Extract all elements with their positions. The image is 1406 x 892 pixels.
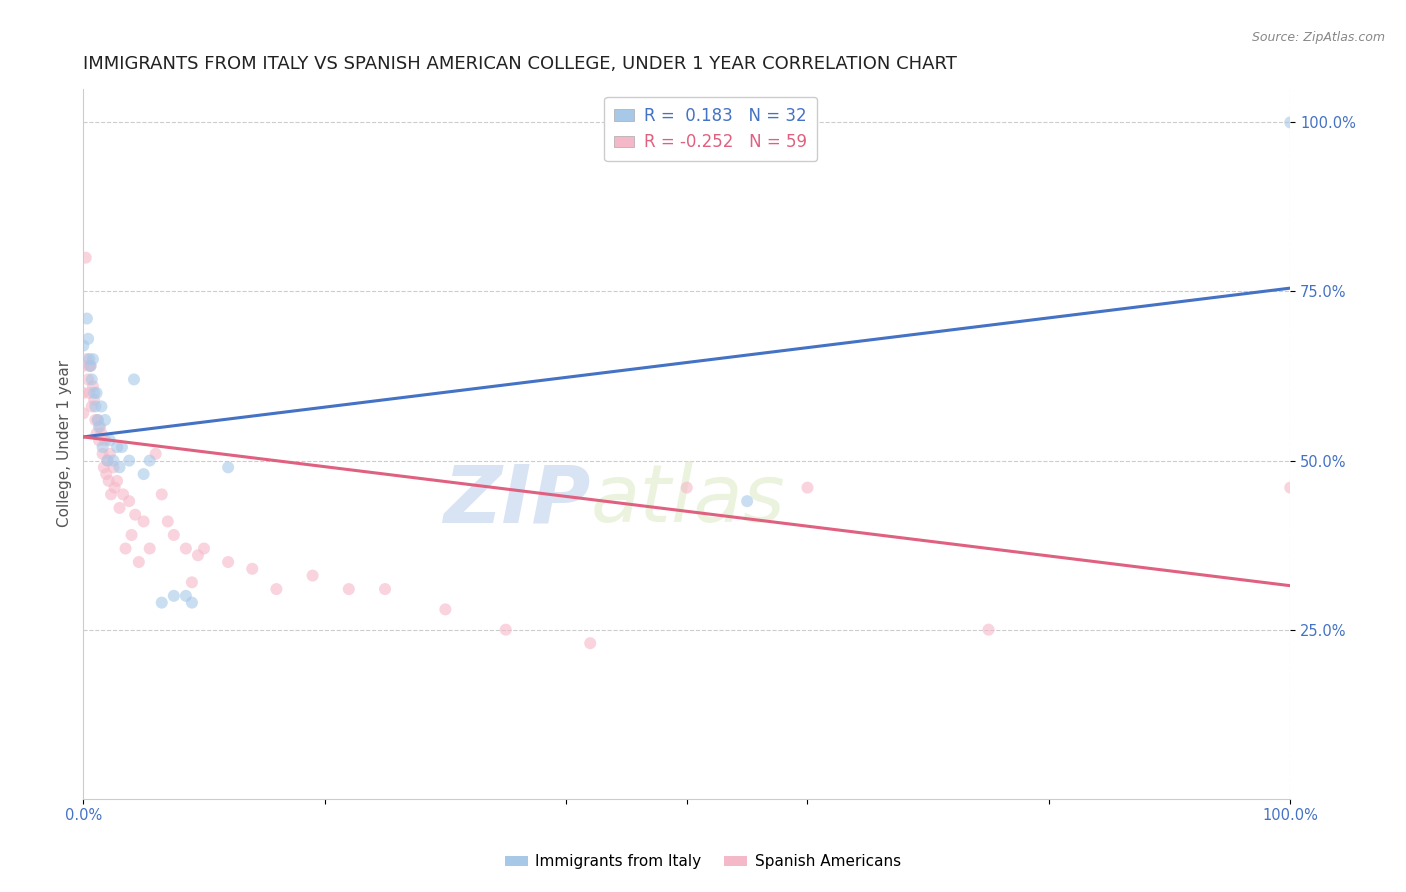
Point: [80, 372, 103, 386]
Point: [103, 460, 125, 475]
Point: [150, 487, 173, 501]
Point: [87, 434, 110, 448]
Point: [91, 440, 114, 454]
Point: [132, 515, 155, 529]
Point: [72, 338, 94, 352]
Point: [111, 440, 134, 454]
Point: [124, 508, 146, 522]
Point: [100, 487, 122, 501]
Point: [132, 467, 155, 482]
Point: [72, 386, 94, 401]
Point: [91, 447, 114, 461]
Point: [84, 400, 107, 414]
Text: atlas: atlas: [591, 461, 785, 540]
Point: [374, 582, 396, 596]
Point: [105, 440, 128, 454]
Point: [187, 548, 209, 562]
Point: [89, 419, 111, 434]
Point: [79, 359, 101, 373]
Point: [193, 541, 215, 556]
Point: [83, 392, 105, 407]
Point: [93, 460, 115, 475]
Point: [145, 447, 167, 461]
Point: [104, 481, 127, 495]
Point: [79, 359, 101, 373]
Point: [337, 582, 360, 596]
Point: [90, 400, 112, 414]
Point: [156, 515, 179, 529]
Point: [675, 481, 697, 495]
Point: [150, 596, 173, 610]
Point: [180, 575, 202, 590]
Point: [79, 359, 101, 373]
Legend: R =  0.183   N = 32, R = -0.252   N = 59: R = 0.183 N = 32, R = -0.252 N = 59: [605, 97, 817, 161]
Point: [217, 555, 239, 569]
Point: [75, 251, 97, 265]
Text: ZIP: ZIP: [443, 461, 591, 540]
Point: [138, 453, 160, 467]
Point: [83, 386, 105, 401]
Point: [114, 541, 136, 556]
Point: [217, 460, 239, 475]
Point: [121, 528, 143, 542]
Point: [77, 332, 100, 346]
Text: Source: ZipAtlas.com: Source: ZipAtlas.com: [1251, 31, 1385, 45]
Point: [138, 541, 160, 556]
Point: [76, 311, 98, 326]
Point: [1279, 481, 1302, 495]
Point: [96, 467, 118, 482]
Point: [77, 372, 100, 386]
Point: [735, 494, 758, 508]
Point: [98, 434, 121, 448]
Point: [86, 426, 108, 441]
Point: [94, 434, 117, 448]
Point: [87, 413, 110, 427]
Point: [87, 413, 110, 427]
Point: [84, 413, 107, 427]
Point: [163, 589, 186, 603]
Point: [105, 474, 128, 488]
Point: [1279, 115, 1302, 129]
Point: [87, 419, 110, 434]
Point: [72, 359, 94, 373]
Point: [180, 596, 202, 610]
Point: [96, 453, 118, 467]
Point: [266, 582, 288, 596]
Point: [977, 623, 1000, 637]
Point: [579, 636, 602, 650]
Point: [174, 589, 197, 603]
Point: [163, 528, 186, 542]
Point: [240, 562, 263, 576]
Point: [96, 453, 118, 467]
Point: [72, 406, 94, 420]
Point: [796, 481, 818, 495]
Point: [76, 352, 98, 367]
Y-axis label: College, Under 1 year: College, Under 1 year: [58, 360, 72, 527]
Point: [174, 541, 197, 556]
Point: [94, 413, 117, 427]
Point: [79, 352, 101, 367]
Point: [90, 426, 112, 441]
Point: [118, 453, 141, 467]
Point: [103, 453, 125, 467]
Point: [79, 386, 101, 401]
Point: [80, 400, 103, 414]
Point: [112, 487, 135, 501]
Point: [434, 602, 457, 616]
Point: [82, 352, 104, 367]
Point: [97, 474, 120, 488]
Point: [82, 379, 104, 393]
Point: [108, 460, 131, 475]
Point: [495, 623, 517, 637]
Point: [128, 555, 150, 569]
Point: [108, 500, 131, 515]
Point: [122, 372, 145, 386]
Legend: Immigrants from Italy, Spanish Americans: Immigrants from Italy, Spanish Americans: [499, 848, 907, 875]
Point: [86, 386, 108, 401]
Point: [301, 568, 323, 582]
Point: [98, 447, 121, 461]
Text: IMMIGRANTS FROM ITALY VS SPANISH AMERICAN COLLEGE, UNDER 1 YEAR CORRELATION CHAR: IMMIGRANTS FROM ITALY VS SPANISH AMERICA…: [83, 55, 957, 73]
Point: [118, 494, 141, 508]
